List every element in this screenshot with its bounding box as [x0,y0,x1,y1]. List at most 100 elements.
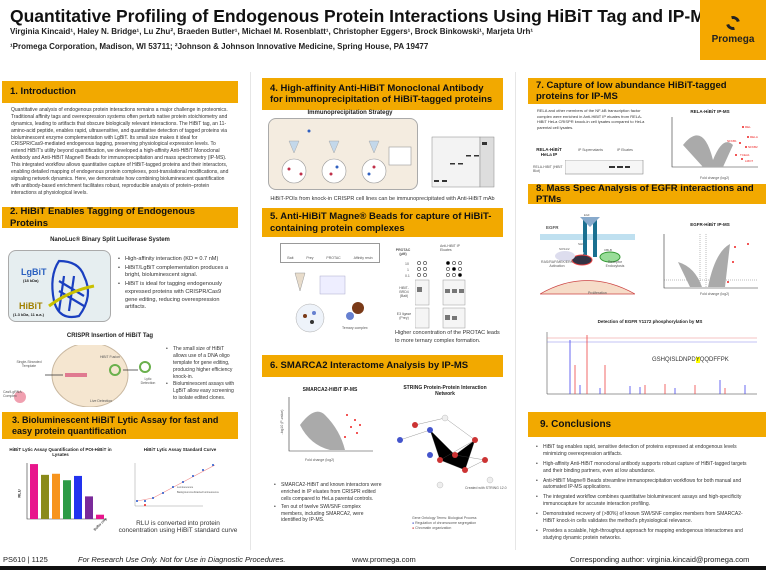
egfr-label: EGFR [546,225,559,230]
poster-title: Quantitative Profiling of Endogenous Pro… [10,6,717,26]
conclusion-item: High-affinity Anti-HiBiT monoclonal anti… [535,461,750,475]
column-divider [515,72,516,550]
bullet: SMARCA2-HiBiT and known interactors were… [273,482,383,503]
website-link[interactable]: www.promega.com [352,555,416,564]
chart-title: SMARCA2-HiBiT IP-MS [302,387,358,393]
crispr-figure: Single-Stranded Template Cas9-gRNA Compl… [3,345,165,407]
standard-curve-caption: RLU is converted into protein concentrat… [118,520,238,534]
figure-title: CRISPR Insertion of HiBiT Tag [66,333,154,339]
standard-curve-svg [134,463,216,507]
go-title: Gene Ontology Terms: Biological Process [412,516,477,520]
standard-curve-chart: Luminescence Background-subtracted lumin… [125,458,235,513]
x-axis-label: Fold change (log2) [700,292,730,296]
protac-caption: Higher concentration of the PROTAC leads… [395,330,500,344]
fusion-label: HiBiT Fusion [100,355,120,359]
hit-label: TCEA1 [740,153,750,157]
shc-label: SHC [578,242,585,246]
band-label: RELA-HiBiT (HiBiT Blot) [533,165,563,173]
x-axis-label: Fold change (log2) [700,176,730,180]
hit-label: NFKB2 [748,145,758,149]
proliferation-label: Proliferation [588,291,607,295]
rela-text: RELA and other members of the NF-kB tran… [537,108,645,130]
bar [41,474,49,519]
conclusion-item: Demonstrated recovery of (>80%) of known… [535,511,750,525]
promega-logo-icon [723,12,743,33]
lgbit-structure-icon [48,259,95,319]
bar [63,480,71,519]
egf-label: EGF [584,213,590,217]
conclusion-item: Anti-HiBiT Magne® Beads streamline immun… [535,478,750,492]
legend-protac: PROTAC [326,256,341,260]
column-divider [250,72,251,550]
chart-title: Detection of EGFR Y1172 phosphorylation … [597,319,703,324]
hibit-peptide-icon [48,284,95,308]
section-6-header: 6. SMARCA2 Interactome Analysis by IP-MS [262,355,503,377]
cblb-label: CBLB [604,248,612,252]
bar [85,496,93,519]
conc-value: 0.1 [405,274,410,278]
chart-title: STRING Protein-Protein Interaction Netwo… [403,385,487,397]
ternary-complex-label: Ternary complex [342,326,368,330]
figure-title: NanoLuc® Binary Split Luciferase System [50,237,170,243]
ip-caption: HiBiT-POIs from knock-in CRISPR cell lin… [270,196,495,202]
bullet: Ten out of twelve SWI/SNF complex member… [273,504,383,525]
bar [74,475,82,519]
go-label: Regulation of chromosome segregation [415,521,477,525]
hit-label: RELA [750,135,758,139]
lgbit-label: LgBiT [21,267,47,277]
bullet: HiBiT/LgBiT complementation produces a b… [117,265,232,280]
introduction-text: Quantitative analysis of endogenous prot… [11,107,229,196]
go-legend-item: ● Chromatin organization [412,526,452,530]
bullet: HiBiT is ideal for tagging endogenously … [117,281,232,312]
peptide-sequence: GSHQISLDNPDYQQDFFPK [652,357,729,363]
bullet: High-affinity interaction (KD = 0.7 nM) [117,256,232,264]
legend-affinity-resin: Affinity resin [353,256,373,260]
bait-label: HiBiT-BRD4 (Bait) [399,286,409,298]
contact-email[interactable]: Corresponding author: virginia.kincaid@p… [570,555,750,564]
affiliations: ¹Promega Corporation, Madison, WI 53711;… [10,42,429,51]
section-2-header: 2. HiBiT Enables Tagging of Endogenous P… [2,206,238,229]
peptide-prefix: GSHQISLDNPD [652,357,696,363]
ip-workflow-icon [281,129,412,184]
blot-image [415,261,466,329]
smarca2-volcano-plot [288,397,373,452]
bar-chart-svg: Buffer only [26,463,108,532]
western-blot [428,115,496,190]
poster-code: PS610 | 1125 [3,555,48,564]
crispr-bullets: The small size of HiBiT allows use of a … [165,346,237,403]
bar [30,464,38,519]
bottom-bar [0,566,766,570]
rela-volcano-plot [671,117,758,168]
go-legend-item: ● Regulation of chromosome segregation [412,521,477,525]
eluate-label: IP Eluates [617,148,633,152]
rlu-bar-chart: RLU Buffer only [15,461,110,546]
live-label: Live Detection [90,399,113,403]
luciferase-bullets: High-affinity interaction (KD = 0.7 nM) … [117,256,232,313]
go-label: Chromatin organization [415,526,452,530]
legend-item: Luminescence [177,486,194,489]
chart-title: RELA-HiBiT IP-MS [690,109,730,114]
legend-bait: Bait [287,256,294,260]
section-5-header: 5. Anti-HiBiT Magne® Beads for capture o… [262,208,503,237]
conclusion-item: Provides a scalable, high-throughput app… [535,528,750,542]
section-9-header: 9. Conclusions [528,412,766,437]
conc-value: 1 [407,268,409,272]
authors: Virginia Kincaid¹, Haley N. Bridge¹, Lu … [10,27,534,36]
egfr-volcano-plot [663,234,758,289]
prey-label: E3 ligase (Prey) [396,312,412,320]
section-3-header: 3. Bioluminescent HiBiT Lytic Assay for … [2,412,238,439]
chart-title: HiBiT Lytic Assay Quantification of POI-… [9,447,112,457]
conc-value: 10 [405,262,409,266]
section-7-header: 7. Capture of low abundance HiBiT-tagged… [528,78,766,104]
bar [96,514,104,519]
conclusion-item: The integrated workflow combines quantit… [535,494,750,508]
logo-text: Promega [711,33,755,45]
lytic-label: Lytic Detection [140,377,156,385]
protac-blot: PROTAC (µM) Anti-HiBiT IP Eluates 10 1 0… [395,242,505,330]
section-4-header: 4. High-affinity Anti-HiBiT Monoclonal A… [262,78,503,110]
hibit-size: (1.3 kDa, 11 a.a.) [13,312,44,317]
smarca2-bullets: SMARCA2-HiBiT and known interactors were… [273,482,383,525]
component-legend: Bait Prey PROTAC Affinity resin [280,243,380,263]
legend-item: Background-subtracted luminescence [177,491,219,494]
section-8-header: 8. Mass Spec Analysis of EGFR interactio… [528,183,766,205]
